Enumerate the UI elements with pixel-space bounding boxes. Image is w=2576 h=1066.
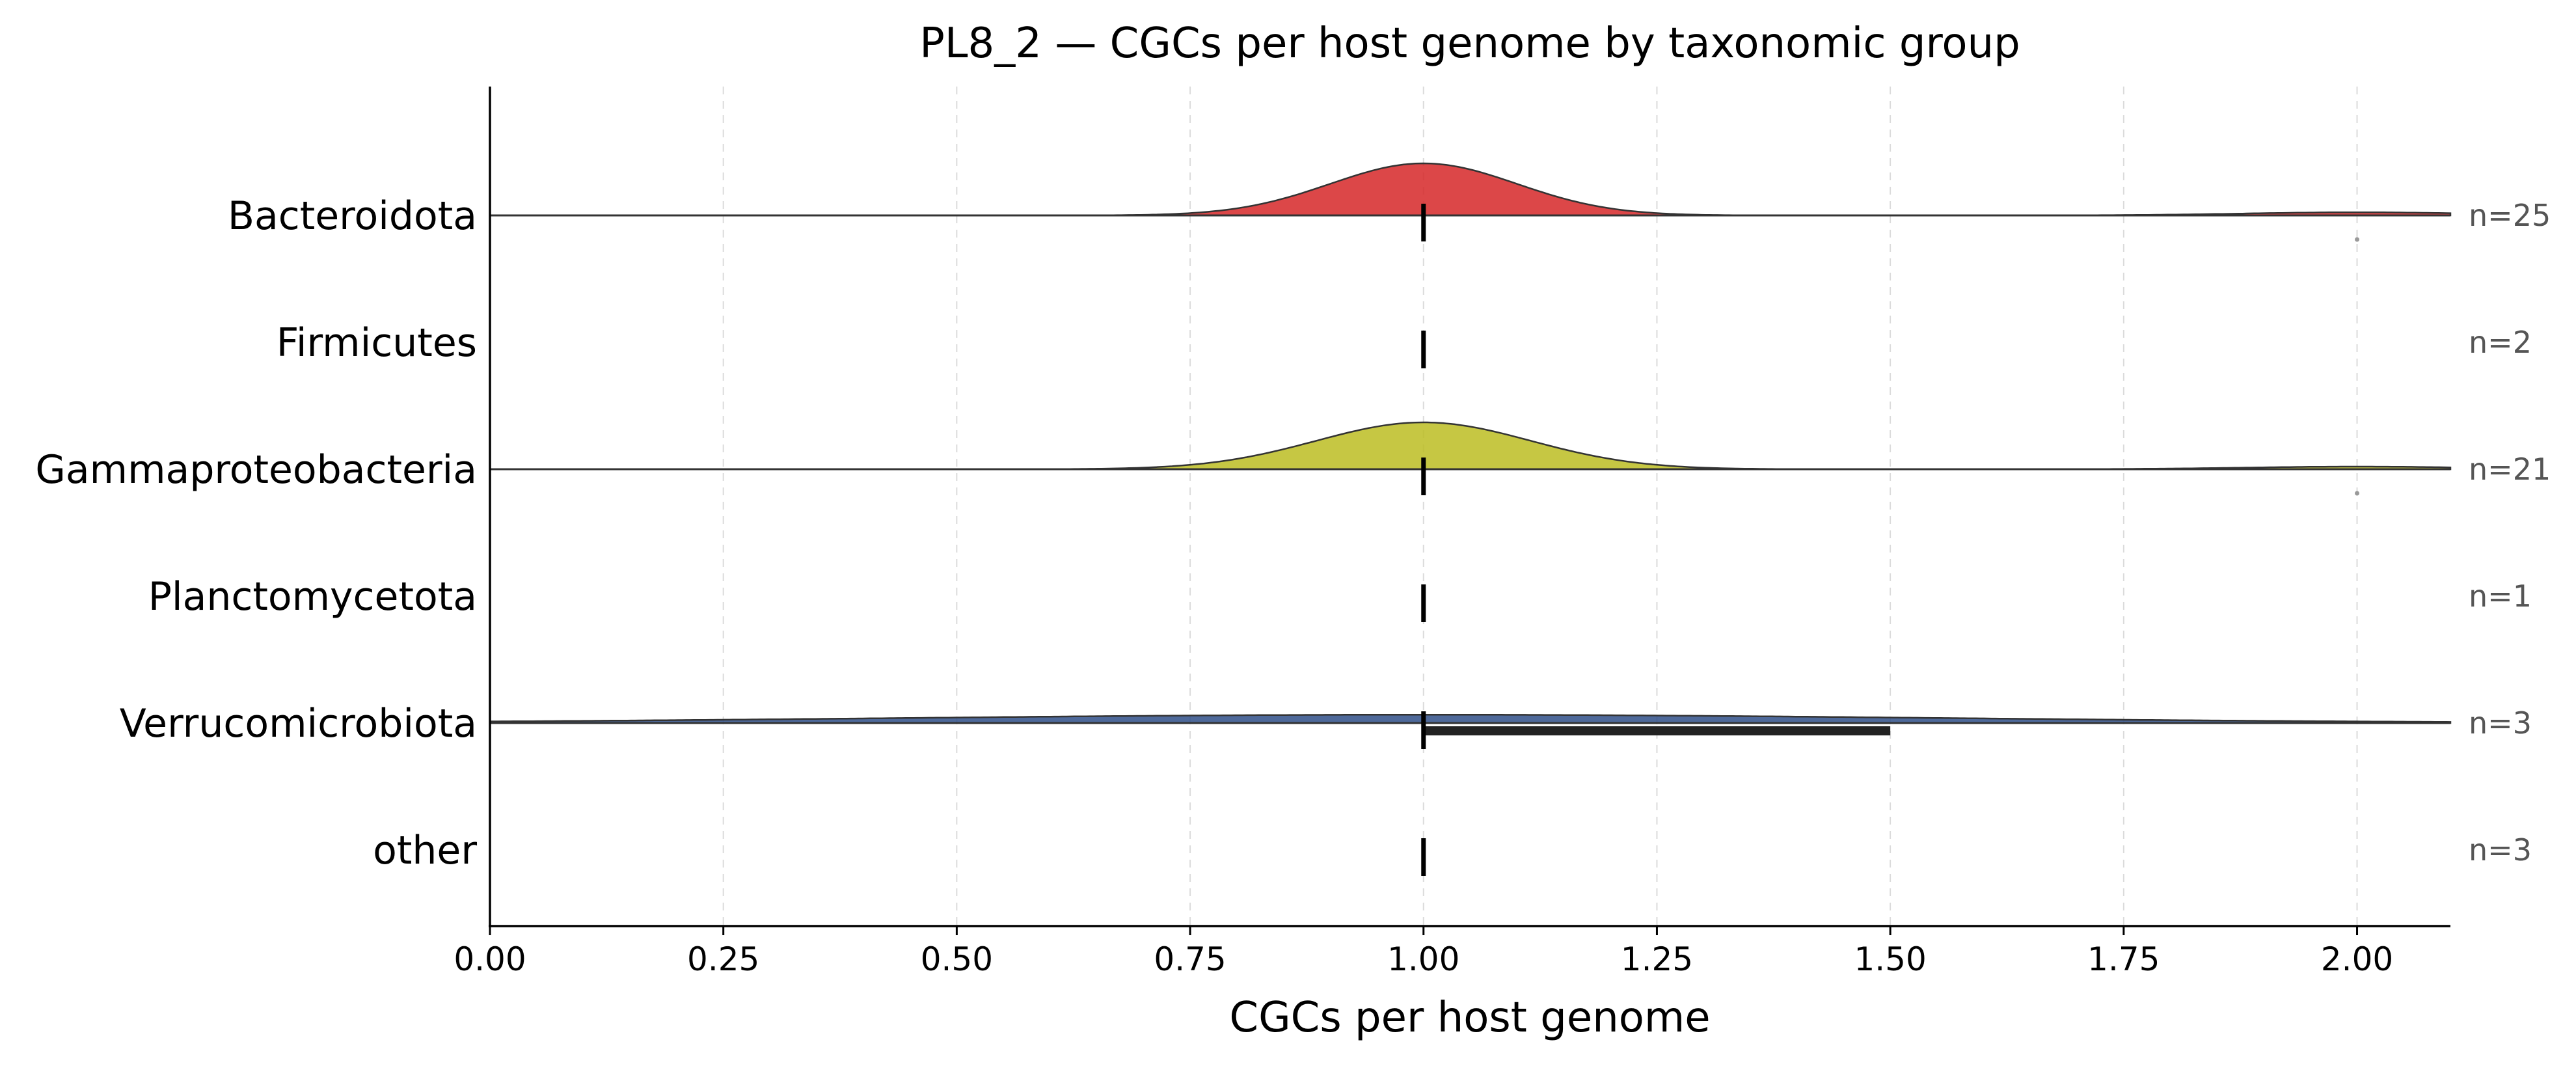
x-ticks: 0.00 0.25 0.50 0.75 1.00 1.25 1.50 1.75 2.00: [454, 926, 2393, 978]
count-label-verrucomicrobiota: n=3: [2469, 705, 2532, 741]
x-tick-label: 1.00: [1387, 940, 1459, 978]
ridges: [489, 162, 2452, 724]
x-tick-label: 1.50: [1854, 940, 1926, 978]
x-tick-label: 0.00: [454, 940, 526, 978]
count-label-gammaproteobacteria: n=21: [2469, 452, 2551, 487]
category-label-bacteroidota: Bacteroidota: [228, 193, 477, 239]
x-tick-label: 1.75: [2087, 940, 2160, 978]
x-tick-label: 0.50: [921, 940, 993, 978]
labels: Bacteroidota n=25 Firmicutes n=2 Gammaproteo…: [35, 193, 2551, 873]
ridge-verrucomicrobiota: [489, 713, 2452, 724]
category-label-verrucomicrobiota: Verrucomicrobiota: [120, 701, 477, 746]
category-label-firmicutes: Firmicutes: [277, 320, 477, 366]
outlier-point-gammaproteobacteria: [2355, 491, 2360, 496]
x-axis-title: CGCs per host genome: [1229, 994, 1710, 1042]
category-label-other: other: [373, 828, 477, 873]
x-tick-label: 2.00: [2321, 940, 2393, 978]
count-label-bacteroidota: n=25: [2469, 198, 2551, 233]
ridge-bacteroidota: [490, 162, 2452, 217]
x-tick-label: 0.25: [687, 940, 759, 978]
summary-markers: [1421, 204, 2360, 876]
count-label-other: n=3: [2469, 832, 2532, 868]
ridge-gammaproteobacteria: [490, 421, 2452, 471]
x-tick-label: 0.75: [1154, 940, 1226, 978]
chart-title: PL8_2 — CGCs per host genome by taxonomi…: [919, 20, 2020, 68]
category-label-gammaproteobacteria: Gammaproteobacteria: [35, 447, 477, 493]
x-tick-label: 1.25: [1621, 940, 1693, 978]
outlier-point-bacteroidota: [2355, 237, 2360, 242]
count-label-firmicutes: n=2: [2469, 325, 2532, 360]
count-label-planctomycetota: n=1: [2469, 579, 2532, 614]
category-label-planctomycetota: Planctomycetota: [148, 574, 477, 620]
